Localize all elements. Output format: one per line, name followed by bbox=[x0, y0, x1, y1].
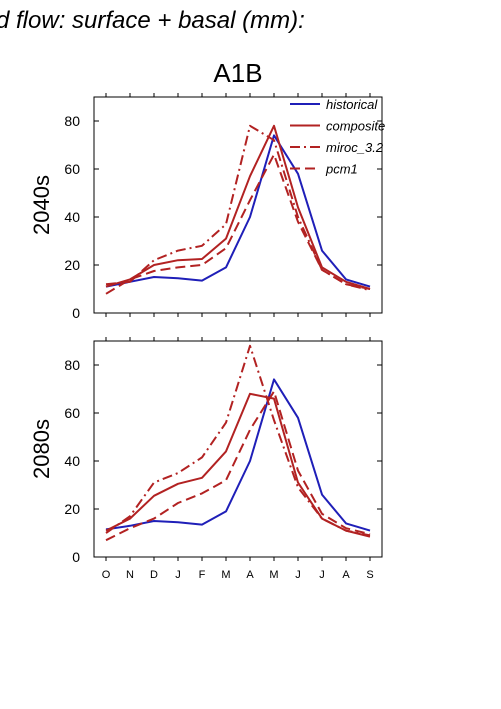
series-line-composite bbox=[105, 124, 371, 290]
y-tick-label: 40 bbox=[64, 453, 80, 469]
series-line-miroc-3-2 bbox=[105, 124, 371, 292]
y-tick-label: 80 bbox=[64, 357, 80, 373]
y-tick-label: 20 bbox=[64, 501, 80, 517]
x-tick-label: O bbox=[102, 569, 111, 581]
figure-title: d flow: surface + basal (mm): bbox=[0, 7, 305, 34]
y-tick-label: 80 bbox=[64, 113, 80, 129]
y-tick-label: 40 bbox=[64, 209, 80, 225]
x-tick-label: D bbox=[150, 569, 158, 581]
plot-frame bbox=[93, 340, 383, 558]
y-tick-label: 60 bbox=[64, 405, 80, 421]
legend-label: historical bbox=[326, 97, 378, 112]
x-tick-label: J bbox=[319, 569, 325, 581]
x-tick-label: A bbox=[342, 569, 350, 581]
series-line-historical bbox=[105, 134, 371, 288]
x-tick-label: J bbox=[175, 569, 181, 581]
series-line-pcm1 bbox=[105, 153, 371, 295]
legend-label: pcm1 bbox=[325, 162, 358, 177]
scenario-title: A1B bbox=[213, 58, 262, 88]
x-tick-label: M bbox=[221, 569, 230, 581]
series-line-composite bbox=[105, 392, 371, 538]
x-tick-label: N bbox=[126, 569, 134, 581]
series-line-pcm1 bbox=[105, 390, 371, 542]
x-tick-label: F bbox=[199, 569, 206, 581]
series-line-historical bbox=[105, 378, 371, 532]
panel-2080s: 0 20 40 60 80 O N D J F M A M J J A S 2080s bbox=[29, 337, 383, 581]
x-tick-label: J bbox=[295, 569, 301, 581]
y-tick-label: 0 bbox=[72, 549, 80, 565]
y-tick-label: 20 bbox=[64, 257, 80, 273]
plot-frame bbox=[93, 96, 383, 314]
legend-label: miroc_3.2 bbox=[326, 140, 384, 155]
panel-2040s: 0 20 40 60 80 2040s historical composite miroc_3… bbox=[29, 93, 385, 321]
x-tick-label: M bbox=[269, 569, 278, 581]
legend-label: composite bbox=[326, 119, 385, 134]
y-axis-label: 2040s bbox=[29, 175, 54, 235]
y-tick-label: 60 bbox=[64, 161, 80, 177]
y-tick-label: 0 bbox=[72, 305, 80, 321]
x-tick-label: A bbox=[246, 569, 254, 581]
x-tick-label: S bbox=[366, 569, 373, 581]
series-line-miroc-3-2 bbox=[105, 344, 371, 537]
y-axis-label: 2080s bbox=[29, 419, 54, 479]
